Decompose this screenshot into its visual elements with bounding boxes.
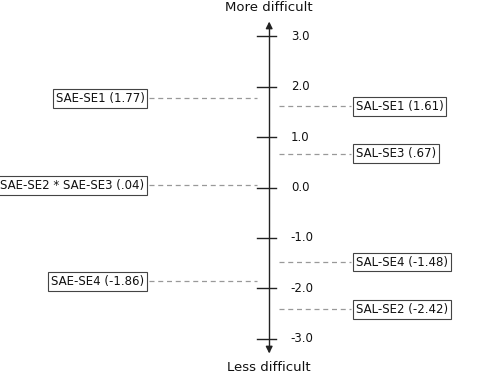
Text: 0.0: 0.0 [291,181,310,194]
Text: SAE-SE4 (-1.86): SAE-SE4 (-1.86) [52,274,144,288]
Text: SAE-SE2 * SAE-SE3 (.04): SAE-SE2 * SAE-SE3 (.04) [0,179,144,192]
Text: -1.0: -1.0 [291,231,314,244]
Text: SAL-SE4 (-1.48): SAL-SE4 (-1.48) [356,255,448,268]
Text: -2.0: -2.0 [291,282,314,295]
Text: SAL-SE2 (-2.42): SAL-SE2 (-2.42) [356,303,448,316]
Text: -3.0: -3.0 [291,332,314,345]
Text: SAL-SE1 (1.61): SAL-SE1 (1.61) [356,100,444,113]
Text: SAE-SE1 (1.77): SAE-SE1 (1.77) [56,92,144,105]
Text: 3.0: 3.0 [291,30,310,43]
Text: SAL-SE3 (.67): SAL-SE3 (.67) [356,147,436,160]
Text: More difficult: More difficult [226,1,313,14]
Text: 1.0: 1.0 [291,130,310,144]
Text: Less difficult: Less difficult [228,361,311,374]
Text: 2.0: 2.0 [291,80,310,93]
